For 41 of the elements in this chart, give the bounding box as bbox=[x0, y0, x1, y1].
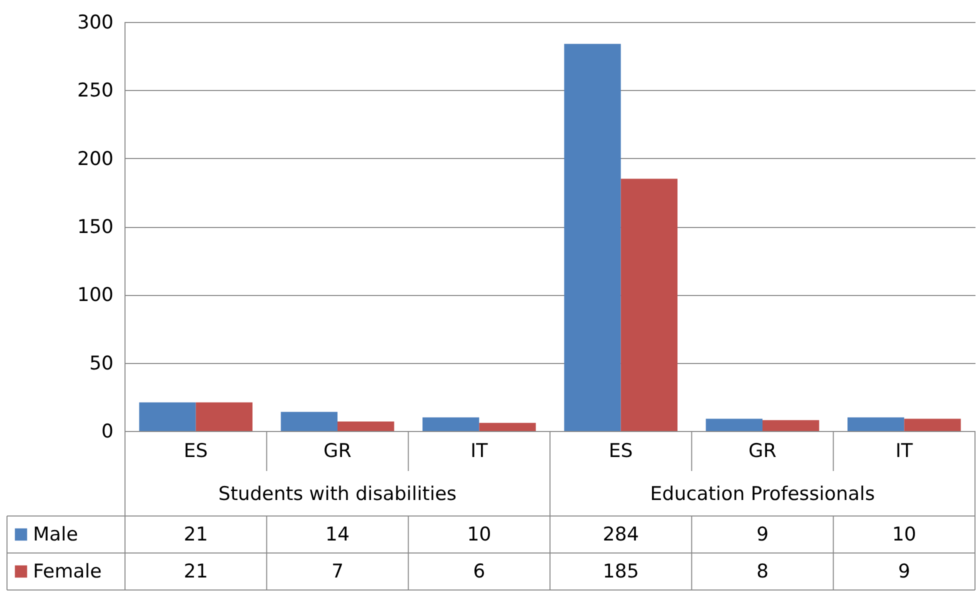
bar bbox=[338, 421, 394, 431]
y-tick-label: 150 bbox=[77, 216, 114, 238]
x-tick-label: ES bbox=[184, 440, 208, 462]
x-tick-label: GR bbox=[324, 440, 352, 462]
x-tick-label: ES bbox=[608, 440, 633, 462]
y-tick-label: 100 bbox=[77, 284, 114, 306]
data-label: 9 bbox=[756, 524, 769, 546]
data-label: 7 bbox=[331, 560, 344, 582]
bar bbox=[422, 417, 480, 431]
y-tick-label: 250 bbox=[77, 80, 114, 102]
data-label: 21 bbox=[184, 560, 208, 582]
bar bbox=[706, 418, 762, 431]
bar bbox=[139, 402, 196, 431]
bar bbox=[564, 44, 621, 431]
bar bbox=[620, 178, 678, 431]
legend-label: Male bbox=[33, 524, 78, 546]
bar bbox=[196, 402, 252, 431]
y-tick-label: 300 bbox=[77, 12, 114, 34]
bar bbox=[479, 422, 536, 431]
bar bbox=[762, 420, 820, 431]
data-label: 185 bbox=[602, 560, 639, 582]
bar bbox=[848, 417, 904, 431]
x-tick-label: IT bbox=[896, 440, 914, 462]
data-label: 8 bbox=[756, 560, 769, 582]
x-tick-label: GR bbox=[748, 440, 776, 462]
x-tick-label: IT bbox=[470, 440, 488, 462]
text: Students with disabilities bbox=[218, 483, 457, 505]
text: Education Professionals bbox=[650, 483, 875, 505]
data-label: 14 bbox=[325, 524, 350, 546]
legend-label: Female bbox=[33, 560, 102, 582]
bar bbox=[904, 418, 961, 431]
data-label: 21 bbox=[184, 524, 208, 546]
data-label: 284 bbox=[602, 524, 639, 546]
data-label: 6 bbox=[473, 560, 486, 582]
data-label: 10 bbox=[467, 524, 492, 546]
data-label: 10 bbox=[892, 524, 916, 546]
y-tick-label: 50 bbox=[89, 352, 114, 374]
bar bbox=[280, 412, 338, 431]
data-label: 9 bbox=[898, 560, 910, 582]
y-tick-label: 0 bbox=[101, 420, 114, 442]
y-tick-label: 200 bbox=[77, 148, 114, 170]
